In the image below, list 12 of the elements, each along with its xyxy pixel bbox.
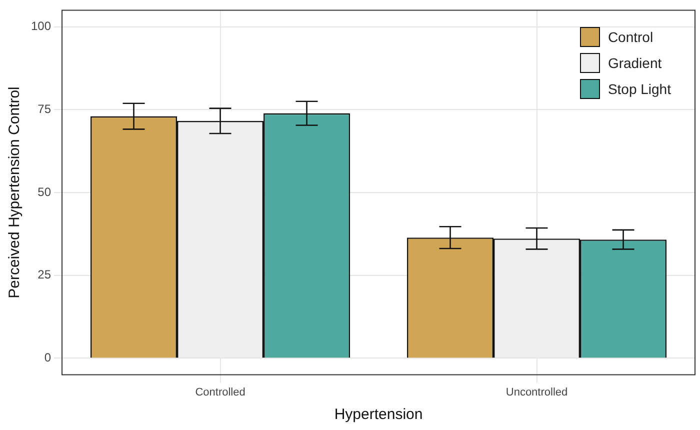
y-tick-label: 75 <box>38 102 52 116</box>
x-tick-label: Uncontrolled <box>506 386 568 398</box>
y-tick-label: 100 <box>30 19 52 34</box>
y-tick-label: 0 <box>44 350 52 365</box>
legend-label: Gradient <box>608 55 662 72</box>
legend-label: Stop Light <box>608 81 671 98</box>
y-tick-label: 25 <box>38 268 52 282</box>
x-tick-label: Controlled <box>195 386 246 398</box>
y-axis-title: Perceived Hypertension Control <box>6 86 24 298</box>
legend-label: Control <box>608 29 654 46</box>
x-axis-title: Hypertension <box>334 406 423 424</box>
y-tick-label: 50 <box>38 184 52 199</box>
